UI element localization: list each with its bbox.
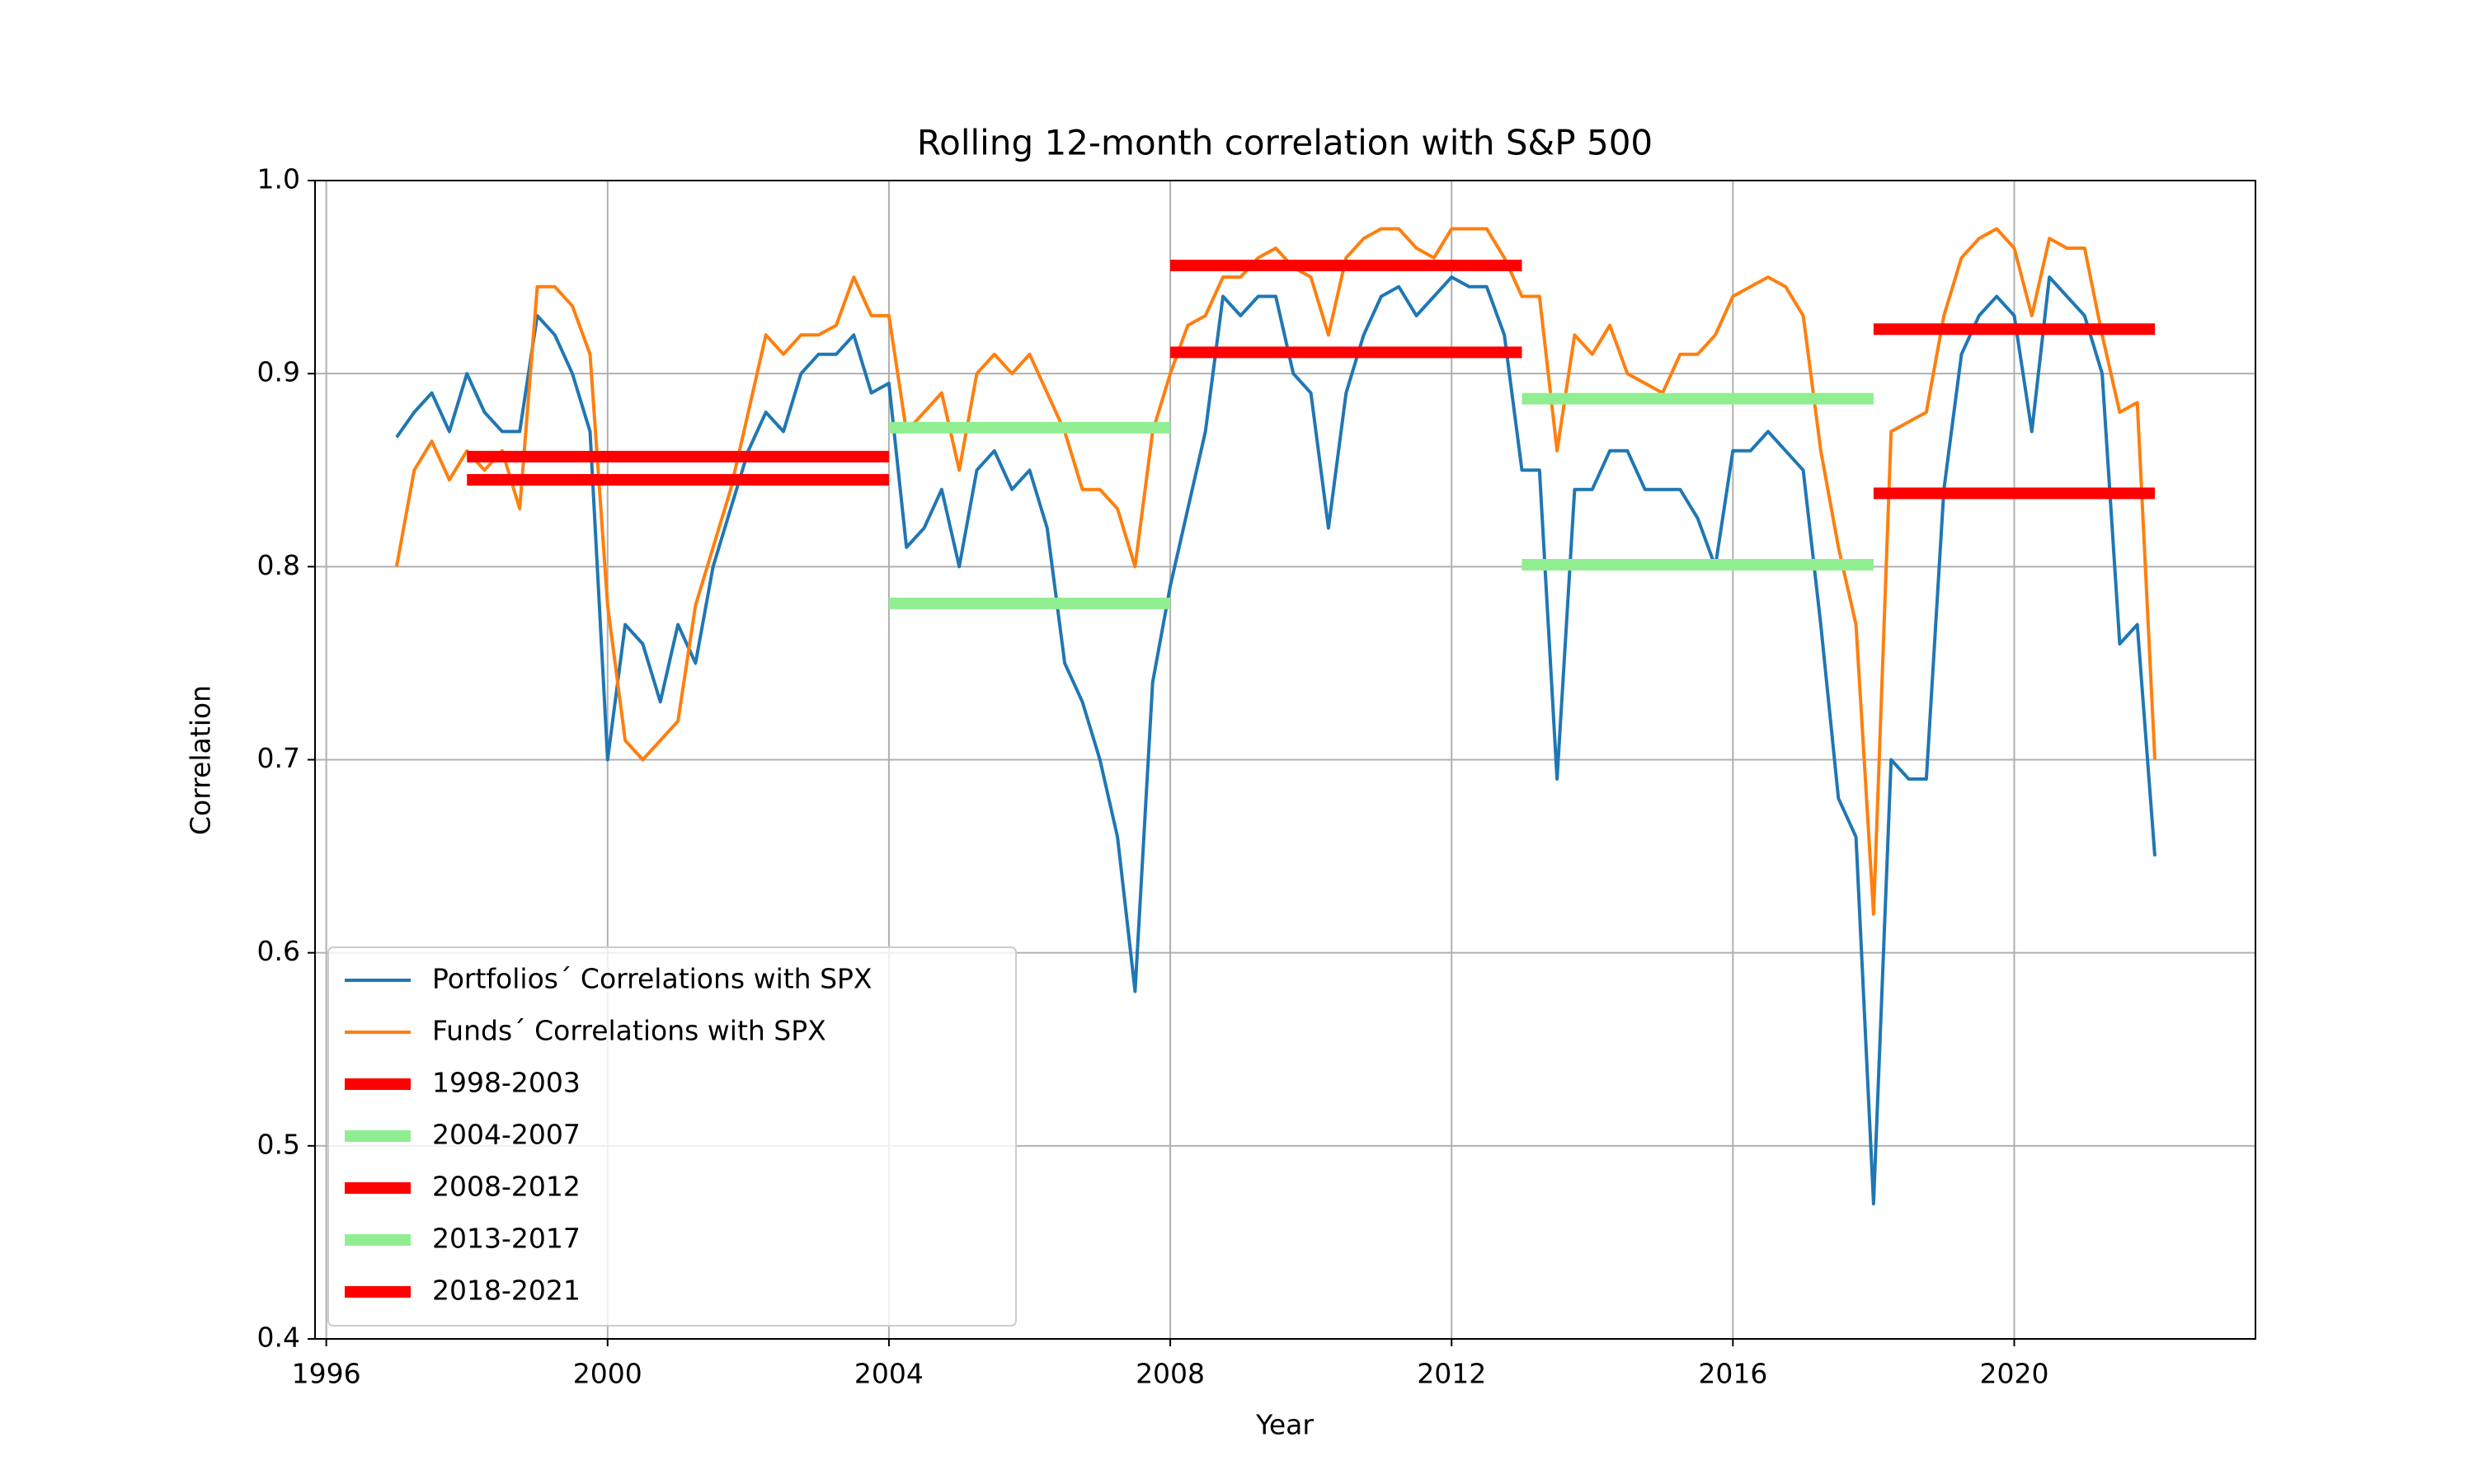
series-line <box>394 227 2157 916</box>
x-tick-label: 1996 <box>292 1358 361 1390</box>
y-tick-label: 0.5 <box>257 1128 300 1160</box>
y-tick-label: 0.7 <box>257 742 300 774</box>
plot-area <box>394 227 2157 1206</box>
x-tick-label: 2008 <box>1136 1358 1205 1390</box>
legend-label: 2008-2012 <box>432 1171 581 1203</box>
legend-label: Portfolios´ Correlations with SPX <box>432 963 872 995</box>
y-tick-label: 0.9 <box>257 356 300 388</box>
x-tick-label: 2000 <box>573 1358 642 1390</box>
legend-label: Funds´ Correlations with SPX <box>432 1015 826 1047</box>
legend-box <box>327 946 1017 1327</box>
y-tick-label: 1.0 <box>257 163 300 195</box>
x-tick-label: 2016 <box>1698 1358 1767 1390</box>
plot-frame <box>314 180 2256 1340</box>
y-tick-label: 0.8 <box>257 549 300 581</box>
legend-label: 2013-2017 <box>432 1223 581 1255</box>
y-axis-label: Correlation <box>185 685 217 835</box>
x-tick-label: 2020 <box>1979 1358 2048 1390</box>
legend-label: 1998-2003 <box>432 1067 581 1099</box>
legend-label: 2004-2007 <box>432 1119 581 1151</box>
x-axis-label: Year <box>1255 1409 1314 1441</box>
chart-title: Rolling 12-month correlation with S&P 50… <box>917 123 1653 163</box>
legend-label: 2018-2021 <box>432 1275 581 1307</box>
x-tick-label: 2004 <box>854 1358 924 1390</box>
x-tick-label: 2012 <box>1417 1358 1486 1390</box>
y-tick-label: 0.4 <box>257 1322 300 1354</box>
y-tick-label: 0.6 <box>257 935 300 967</box>
